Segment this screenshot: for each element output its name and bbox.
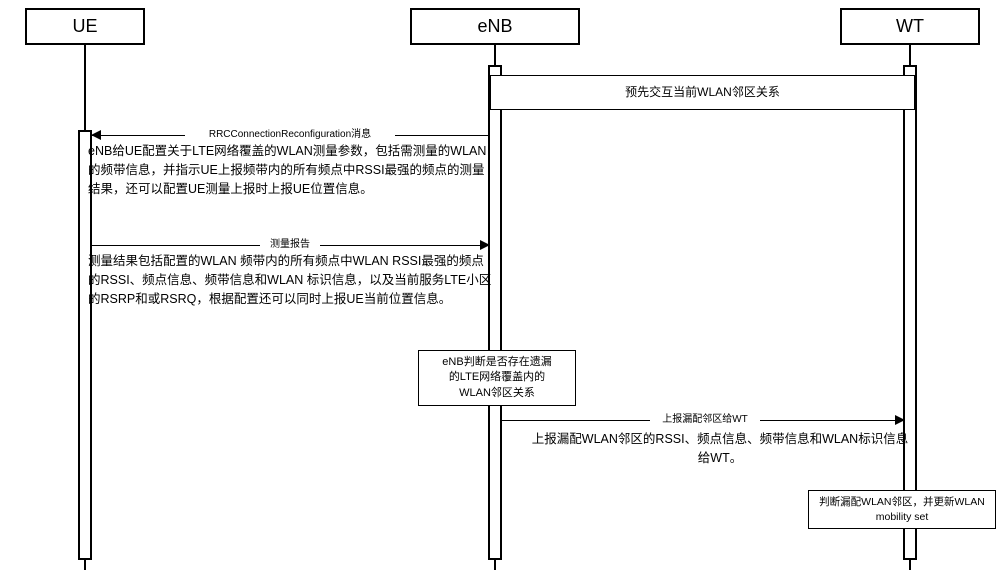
note-update-l2: mobility set [813,510,991,525]
desc-upload: 上报漏配WLAN邻区的RSSI、频点信息、频带信息和WLAN标识信息给WT。 [530,430,910,468]
note-judge-l1: eNB判断是否存在遗漏 [425,355,569,370]
message-rrc-label: RRCConnectionReconfiguration消息 [185,125,395,140]
desc-report: 测量结果包括配置的WLAN 频带内的所有频点中WLAN RSSI最强的频点的RS… [88,252,493,308]
note-prelim: 预先交互当前WLAN邻区关系 [490,75,915,110]
note-update: 判断漏配WLAN邻区，并更新WLAN mobility set [808,490,996,529]
note-judge-l2: 的LTE网络覆盖内的 [425,370,569,385]
note-judge: eNB判断是否存在遗漏 的LTE网络覆盖内的 WLAN邻区关系 [418,350,576,406]
message-upload-label: 上报漏配邻区给WT [650,410,760,425]
desc-rrc: eNB给UE配置关于LTE网络覆盖的WLAN测量参数，包括需测量的WLAN的频带… [88,142,493,198]
activation-wt [903,65,917,560]
note-update-l1: 判断漏配WLAN邻区，并更新WLAN [813,495,991,510]
message-report-label: 测量报告 [260,235,320,250]
participant-enb-label: eNB [477,16,512,36]
note-judge-l3: WLAN邻区关系 [425,386,569,401]
participant-wt: WT [840,8,980,45]
activation-enb [488,65,502,560]
participant-wt-label: WT [896,16,924,36]
note-prelim-text: 预先交互当前WLAN邻区关系 [625,85,780,99]
participant-ue-label: UE [72,16,97,36]
participant-ue: UE [25,8,145,45]
participant-enb: eNB [410,8,580,45]
